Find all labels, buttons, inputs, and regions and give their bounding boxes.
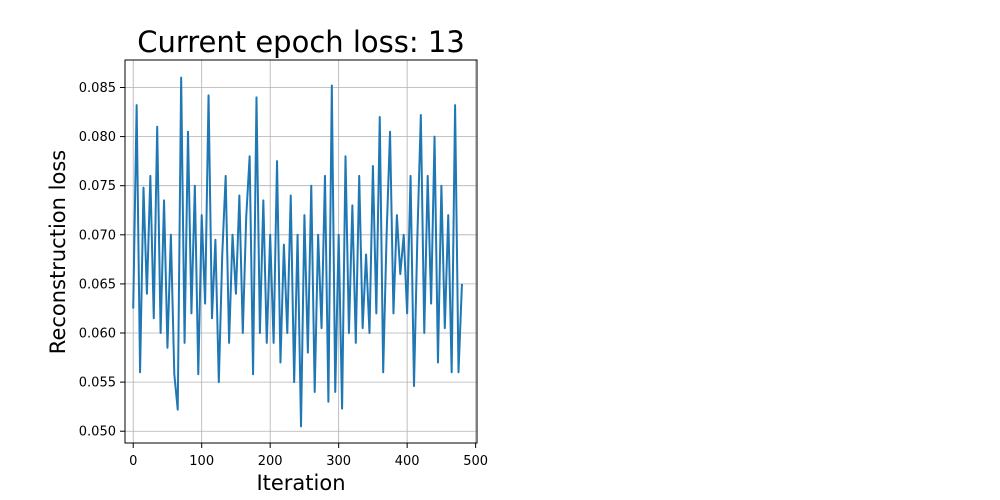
x-tick-label: 200 xyxy=(258,454,283,469)
x-tick-label: 500 xyxy=(463,454,488,469)
x-tick-label: 100 xyxy=(189,454,214,469)
y-tick-label: 0.060 xyxy=(79,327,116,342)
x-tick-label: 300 xyxy=(326,454,351,469)
y-tick-label: 0.050 xyxy=(79,425,116,440)
y-tick-label: 0.075 xyxy=(79,179,116,194)
x-tick-label: 0 xyxy=(129,454,137,469)
y-tick-label: 0.055 xyxy=(79,376,116,391)
plot-frame xyxy=(124,59,478,444)
y-tick-label: 0.080 xyxy=(79,130,116,145)
loss-series-line xyxy=(132,76,463,428)
y-tick-label: 0.070 xyxy=(79,228,116,243)
chart-title: Current epoch loss: 13 xyxy=(137,25,465,59)
y-axis-label: Reconstruction loss xyxy=(46,150,70,354)
x-axis-ticks: 0 100 200 300 400 500 xyxy=(129,443,488,469)
y-axis-ticks: 0.050 0.055 0.060 0.065 0.070 0.075 0.080 0.085 xyxy=(79,81,125,440)
x-axis-label: Iteration xyxy=(256,471,345,495)
y-tick-label: 0.065 xyxy=(79,277,116,292)
y-tick-label: 0.085 xyxy=(79,81,116,96)
series-layer xyxy=(132,76,463,428)
x-tick-label: 400 xyxy=(395,454,420,469)
